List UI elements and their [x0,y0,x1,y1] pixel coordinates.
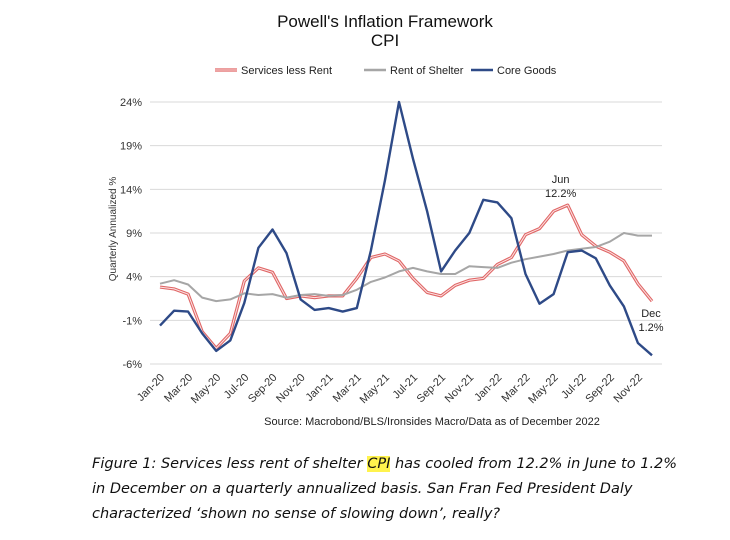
annotation-label: Dec [641,308,661,320]
y-tick-label: -1% [122,315,142,327]
grid [150,101,662,365]
annotation-value: 12.2% [545,188,576,200]
y-tick-label: 19% [120,141,142,153]
x-tick-label: May-20 [189,372,223,406]
series-line-core-goods [159,100,653,357]
legend-label-services-less-rent: Services less Rent [241,65,332,77]
x-tick-label: Jan-21 [304,372,336,404]
x-tick-label: Nov-22 [611,372,645,406]
annotation-value: 1.2% [638,322,663,334]
y-axis: -6% -1% 4% 9% 14% 19% 24% [120,97,142,371]
y-tick-label: -6% [122,359,142,371]
annotations: Jun 12.2% Dec 1.2% [545,174,664,334]
y-tick-label: 24% [120,97,142,109]
x-axis: Jan-20Mar-20May-20Jul-20Sep-20Nov-20Jan-… [135,372,645,406]
y-tick-label: 4% [126,272,142,284]
series-group [159,100,654,357]
chart-subtitle: CPI [371,31,399,50]
annotation-label: Jun [552,174,570,186]
x-tick-label: Sep-20 [246,372,280,406]
caption-text-start: Figure 1: Services less rent of shelter [92,456,368,472]
x-tick-label: Sep-22 [583,372,617,406]
y-axis-label: Quarterly Annualized % [108,177,119,282]
x-tick-label: Jan-20 [135,372,167,404]
y-tick-label: 14% [120,184,142,196]
chart-title: Powell's Inflation Framework [277,12,493,31]
legend: Services less Rent Rent of Shelter Core Go… [215,65,557,77]
x-tick-label: May-22 [526,372,560,406]
chart: Powell's Inflation Framework CPI Service… [108,12,664,428]
y-tick-label: 9% [126,228,142,240]
x-tick-label: Nov-21 [443,372,477,406]
source-note: Source: Macrobond/BLS/Ironsides Macro/Da… [264,416,600,428]
x-tick-label: Jan-22 [472,372,504,404]
figure-caption: Figure 1: Services less rent of shelter … [92,452,692,527]
series-line-rent-of-shelter [159,232,652,303]
x-tick-label: Nov-20 [274,372,308,406]
caption-highlight: CPI [367,456,391,472]
x-tick-label: May-21 [358,372,392,406]
caption-text-end: has cooled from 12.2% in June to 1.2% in… [92,456,678,522]
x-tick-label: Sep-21 [415,372,449,406]
legend-label-core-goods: Core Goods [497,65,557,77]
legend-label-rent-of-shelter: Rent of Shelter [390,65,464,77]
